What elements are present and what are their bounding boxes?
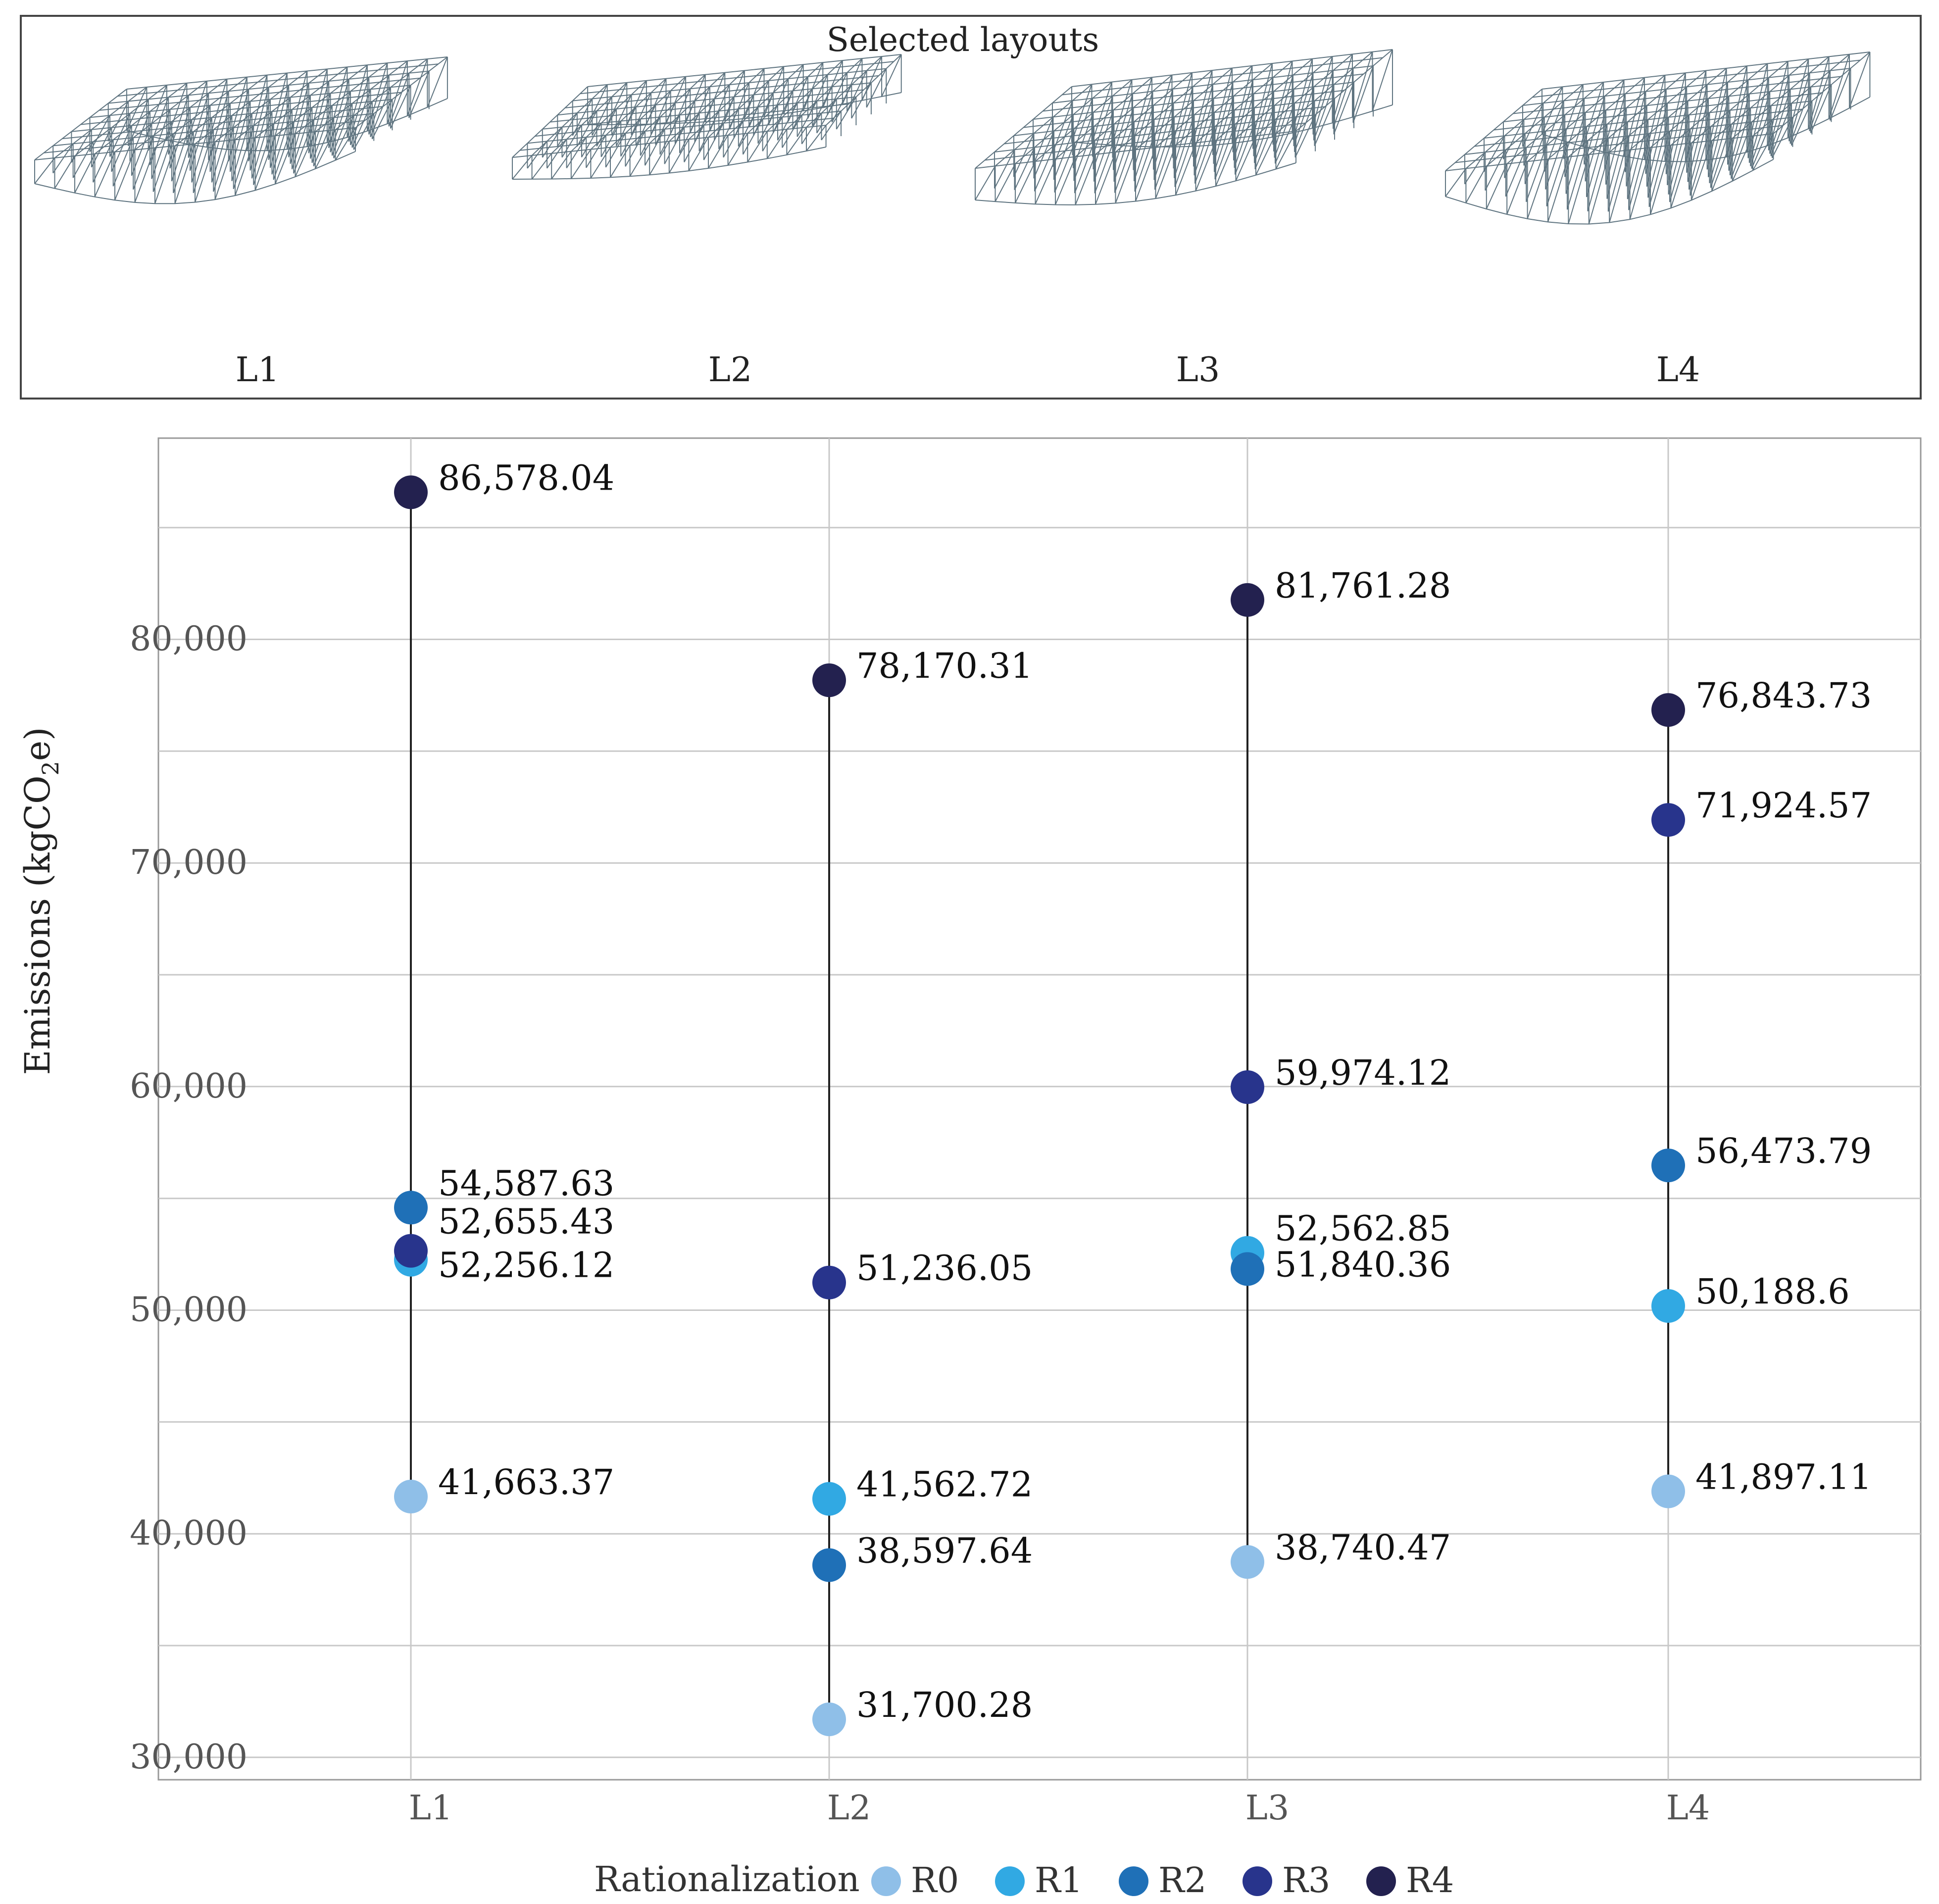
data-label-R4-L2: 78,170.31 xyxy=(856,646,1033,686)
y-tick-label: 30,000 xyxy=(130,1738,248,1777)
data-label-R0-L1: 41,663.37 xyxy=(438,1462,614,1503)
data-labels: 41,663.37 31,700.28 38,740.47 41,897.11 52,2… xyxy=(438,457,1872,1725)
point-R4-L2 xyxy=(812,663,846,698)
legend-swatch-R2 xyxy=(1119,1866,1148,1896)
legend-label-R2: R2 xyxy=(1158,1860,1206,1901)
layout-labels: L1 L2 L3 L4 xyxy=(236,351,1700,390)
point-R0-L4 xyxy=(1651,1474,1685,1508)
data-label-R1-L3: 52,562.85 xyxy=(1275,1208,1451,1249)
y-axis-label: Emissions (kgCO2e) xyxy=(17,727,64,1075)
y-tick-label: 50,000 xyxy=(130,1291,248,1330)
layout-wireframe-L1 xyxy=(34,56,448,204)
y-tick-label: 80,000 xyxy=(130,620,248,659)
legend-label-R1: R1 xyxy=(1035,1860,1083,1901)
data-label-R2-L4: 56,473.79 xyxy=(1695,1131,1872,1171)
point-R0-L2 xyxy=(812,1703,846,1736)
plot-area xyxy=(157,437,1922,1781)
point-R4-L3 xyxy=(1231,583,1264,617)
y-tick-label: 60,000 xyxy=(130,1067,248,1106)
layout-wireframe-L4 xyxy=(1445,51,1871,225)
data-label-R4-L4: 76,843.73 xyxy=(1695,675,1872,716)
legend-label-R3: R3 xyxy=(1282,1860,1330,1901)
point-R2-L2 xyxy=(812,1548,846,1582)
selected-layouts-panel: Selected layouts L1 L2 L3 L4 xyxy=(20,15,1922,400)
data-label-R3-L1: 52,655.43 xyxy=(438,1202,614,1242)
data-label-R3-L4: 71,924.57 xyxy=(1695,785,1872,826)
layout-wireframe-L2 xyxy=(512,54,902,180)
layout-wireframes xyxy=(34,49,1871,225)
layout-label-L3: L3 xyxy=(1176,351,1220,390)
legend: Rationalization R0 R1 R2 R3 R4 xyxy=(594,1859,1454,1901)
point-R4-L1 xyxy=(394,475,428,509)
point-R1-L2 xyxy=(812,1482,846,1516)
point-R3-L3 xyxy=(1231,1070,1264,1104)
x-axis-ticks: L1 L2 L3 L4 xyxy=(409,1789,1710,1828)
legend-swatch-R4 xyxy=(1366,1866,1396,1896)
x-tick-label-L1: L1 xyxy=(409,1789,452,1828)
point-R2-L3 xyxy=(1231,1252,1264,1286)
data-label-R4-L3: 81,761.28 xyxy=(1275,565,1451,606)
data-label-R2-L2: 38,597.64 xyxy=(856,1531,1033,1571)
y-axis-ticks: 30,000 40,000 50,000 60,000 70,000 80,000 xyxy=(130,620,248,1777)
legend-swatch-R3 xyxy=(1243,1866,1272,1896)
point-R3-L2 xyxy=(812,1265,846,1300)
layouts-panel-title: Selected layouts xyxy=(827,21,1099,59)
data-label-R3-L2: 51,236.05 xyxy=(856,1248,1033,1289)
data-label-R1-L1: 52,256.12 xyxy=(438,1245,614,1286)
layout-wireframe-L3 xyxy=(975,49,1393,205)
data-label-R1-L4: 50,188.6 xyxy=(1695,1271,1850,1312)
data-label-R1-L2: 41,562.72 xyxy=(856,1464,1033,1505)
layouts-panel-frame xyxy=(20,15,1922,400)
point-R2-L1 xyxy=(394,1191,428,1225)
legend-swatch-R0 xyxy=(871,1866,901,1896)
layout-label-L4: L4 xyxy=(1656,351,1700,390)
point-R0-L3 xyxy=(1231,1545,1264,1579)
legend-swatch-R1 xyxy=(995,1866,1025,1896)
legend-label-R4: R4 xyxy=(1406,1860,1454,1901)
point-R4-L4 xyxy=(1651,693,1685,727)
point-R2-L4 xyxy=(1651,1149,1685,1183)
range-lines xyxy=(410,492,1669,1719)
point-R1-L4 xyxy=(1651,1289,1685,1323)
layout-label-L1: L1 xyxy=(236,351,279,390)
y-tick-label: 40,000 xyxy=(130,1514,248,1553)
layout-label-L2: L2 xyxy=(708,351,752,390)
legend-title: Rationalization xyxy=(594,1859,860,1900)
x-tick-label-L4: L4 xyxy=(1666,1789,1710,1828)
point-R0-L1 xyxy=(394,1480,428,1513)
data-label-R4-L1: 86,578.04 xyxy=(438,457,614,498)
x-tick-label-L3: L3 xyxy=(1245,1789,1289,1828)
data-label-R0-L2: 31,700.28 xyxy=(856,1685,1033,1725)
x-tick-label-L2: L2 xyxy=(827,1789,871,1828)
point-R3-L4 xyxy=(1651,803,1685,837)
data-label-R3-L3: 59,974.12 xyxy=(1275,1052,1451,1093)
data-label-R0-L3: 38,740.47 xyxy=(1275,1527,1451,1568)
data-points xyxy=(394,475,1685,1736)
data-label-R2-L1: 54,587.63 xyxy=(438,1163,614,1203)
y-tick-label: 70,000 xyxy=(130,843,248,882)
point-R3-L1 xyxy=(394,1234,428,1268)
legend-label-R0: R0 xyxy=(911,1860,959,1901)
data-label-R0-L4: 41,897.11 xyxy=(1695,1457,1872,1498)
data-label-R2-L3: 51,840.36 xyxy=(1275,1244,1451,1285)
